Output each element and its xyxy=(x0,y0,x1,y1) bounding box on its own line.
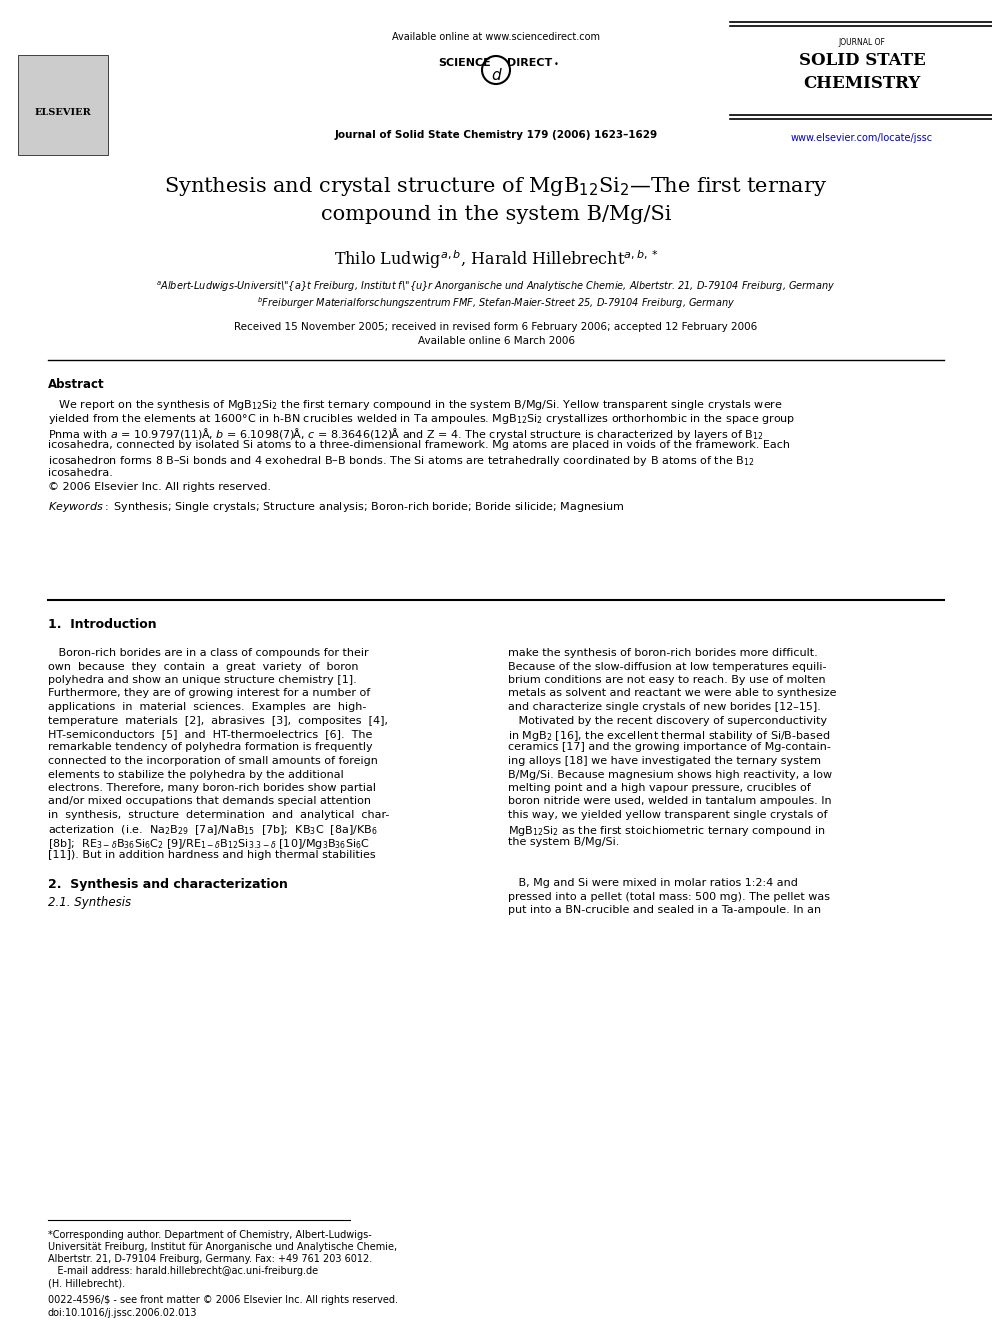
Text: this way, we yielded yellow transparent single crystals of: this way, we yielded yellow transparent … xyxy=(508,810,827,820)
Text: and characterize single crystals of new borides [12–15].: and characterize single crystals of new … xyxy=(508,703,820,712)
Text: elements to stabilize the polyhedra by the additional: elements to stabilize the polyhedra by t… xyxy=(48,770,344,779)
Text: connected to the incorporation of small amounts of foreign: connected to the incorporation of small … xyxy=(48,755,378,766)
Text: Thilo Ludwig$^{a,b}$, Harald Hillebrecht$^{a,b,*}$: Thilo Ludwig$^{a,b}$, Harald Hillebrecht… xyxy=(333,247,659,271)
Text: HT-semiconductors  [5]  and  HT-thermoelectrics  [6].  The: HT-semiconductors [5] and HT-thermoelect… xyxy=(48,729,372,740)
Text: ELSEVIER: ELSEVIER xyxy=(35,108,91,116)
Text: acterization  (i.e.  Na$_2$B$_{29}$  [7a]/NaB$_{15}$  [7b];  KB$_3$C  [8a]/KB$_6: acterization (i.e. Na$_2$B$_{29}$ [7a]/N… xyxy=(48,823,378,837)
Text: SCIENCE: SCIENCE xyxy=(438,58,491,67)
Text: pressed into a pellet (total mass: 500 mg). The pellet was: pressed into a pellet (total mass: 500 m… xyxy=(508,892,830,901)
Text: doi:10.1016/j.jssc.2006.02.013: doi:10.1016/j.jssc.2006.02.013 xyxy=(48,1308,197,1318)
Text: 2.1. Synthesis: 2.1. Synthesis xyxy=(48,896,131,909)
Text: $^b$Freiburger Materialforschungszentrum FMF, Stefan-Maier-Street 25, D-79104 Fr: $^b$Freiburger Materialforschungszentrum… xyxy=(257,295,735,311)
Text: make the synthesis of boron-rich borides more difficult.: make the synthesis of boron-rich borides… xyxy=(508,648,817,658)
Text: $^a$Albert-Ludwigs-Universit\"{a}t Freiburg, Institut f\"{u}r Anorganische und A: $^a$Albert-Ludwigs-Universit\"{a}t Freib… xyxy=(157,280,835,295)
Text: CHEMISTRY: CHEMISTRY xyxy=(804,75,921,93)
Text: brium conditions are not easy to reach. By use of molten: brium conditions are not easy to reach. … xyxy=(508,675,825,685)
Text: Available online at www.sciencedirect.com: Available online at www.sciencedirect.co… xyxy=(392,32,600,42)
Text: own  because  they  contain  a  great  variety  of  boron: own because they contain a great variety… xyxy=(48,662,358,672)
Text: ing alloys [18] we have investigated the ternary system: ing alloys [18] we have investigated the… xyxy=(508,755,821,766)
Text: 2.  Synthesis and characterization: 2. Synthesis and characterization xyxy=(48,878,288,890)
Text: Received 15 November 2005; received in revised form 6 February 2006; accepted 12: Received 15 November 2005; received in r… xyxy=(234,321,758,332)
Text: www.elsevier.com/locate/jssc: www.elsevier.com/locate/jssc xyxy=(791,134,933,143)
Text: Because of the slow-diffusion at low temperatures equili-: Because of the slow-diffusion at low tem… xyxy=(508,662,826,672)
Text: [8b];  RE$_{3-\delta}$B$_{36}$Si$_6$C$_2$ [9]/RE$_{1-\delta}$B$_{12}$Si$_{3.3-\d: [8b]; RE$_{3-\delta}$B$_{36}$Si$_6$C$_2$… xyxy=(48,837,370,851)
Text: Synthesis and crystal structure of MgB$_{12}$Si$_2$—The first ternary: Synthesis and crystal structure of MgB$_… xyxy=(165,175,827,198)
Text: 0022-4596/$ - see front matter © 2006 Elsevier Inc. All rights reserved.: 0022-4596/$ - see front matter © 2006 El… xyxy=(48,1295,398,1304)
Text: © 2006 Elsevier Inc. All rights reserved.: © 2006 Elsevier Inc. All rights reserved… xyxy=(48,482,271,492)
Text: icosahedron forms 8 B–Si bonds and 4 exohedral B–B bonds. The Si atoms are tetra: icosahedron forms 8 B–Si bonds and 4 exo… xyxy=(48,454,754,468)
FancyBboxPatch shape xyxy=(18,56,108,155)
Text: remarkable tendency of polyhedra formation is frequently: remarkable tendency of polyhedra formati… xyxy=(48,742,373,753)
Text: temperature  materials  [2],  abrasives  [3],  composites  [4],: temperature materials [2], abrasives [3]… xyxy=(48,716,388,725)
Text: the system B/Mg/Si.: the system B/Mg/Si. xyxy=(508,837,619,847)
Text: icosahedra.: icosahedra. xyxy=(48,468,113,478)
Text: Universität Freiburg, Institut für Anorganische und Analytische Chemie,: Universität Freiburg, Institut für Anorg… xyxy=(48,1242,397,1252)
Text: boron nitride were used, welded in tantalum ampoules. In: boron nitride were used, welded in tanta… xyxy=(508,796,831,807)
Text: yielded from the elements at 1600°C in h-BN crucibles welded in Ta ampoules. MgB: yielded from the elements at 1600°C in h… xyxy=(48,411,796,426)
Text: put into a BN-crucible and sealed in a Ta-ampoule. In an: put into a BN-crucible and sealed in a T… xyxy=(508,905,821,916)
Text: compound in the system B/Mg/Si: compound in the system B/Mg/Si xyxy=(320,205,672,224)
Text: and/or mixed occupations that demands special attention: and/or mixed occupations that demands sp… xyxy=(48,796,371,807)
Text: E-mail address: harald.hillebrecht@ac.uni-freiburg.de: E-mail address: harald.hillebrecht@ac.un… xyxy=(48,1266,318,1275)
Text: JOURNAL OF: JOURNAL OF xyxy=(838,38,886,48)
Text: in  synthesis,  structure  determination  and  analytical  char-: in synthesis, structure determination an… xyxy=(48,810,390,820)
Text: SOLID STATE: SOLID STATE xyxy=(799,52,926,69)
Text: 1.  Introduction: 1. Introduction xyxy=(48,618,157,631)
Text: d: d xyxy=(491,67,501,83)
Text: B, Mg and Si were mixed in molar ratios 1:2:4 and: B, Mg and Si were mixed in molar ratios … xyxy=(508,878,798,888)
Text: B/Mg/Si. Because magnesium shows high reactivity, a low: B/Mg/Si. Because magnesium shows high re… xyxy=(508,770,832,779)
Text: MgB$_{12}$Si$_2$ as the first stoichiometric ternary compound in: MgB$_{12}$Si$_2$ as the first stoichiome… xyxy=(508,823,825,837)
Text: DIRECT: DIRECT xyxy=(507,58,553,67)
Text: icosahedra, connected by isolated Si atoms to a three-dimensional framework. Mg : icosahedra, connected by isolated Si ato… xyxy=(48,441,790,450)
Text: Boron-rich borides are in a class of compounds for their: Boron-rich borides are in a class of com… xyxy=(48,648,369,658)
Text: Pnma with $a$ = 10.9797(11)Å, $b$ = 6.1098(7)Å, $c$ = 8.3646(12)Å and Z = 4. The: Pnma with $a$ = 10.9797(11)Å, $b$ = 6.10… xyxy=(48,426,764,442)
Text: metals as solvent and reactant we were able to synthesize: metals as solvent and reactant we were a… xyxy=(508,688,836,699)
Text: Motivated by the recent discovery of superconductivity: Motivated by the recent discovery of sup… xyxy=(508,716,827,725)
Text: Abstract: Abstract xyxy=(48,378,104,392)
Text: in MgB$_2$ [16], the excellent thermal stability of Si/B-based: in MgB$_2$ [16], the excellent thermal s… xyxy=(508,729,830,744)
Text: Journal of Solid State Chemistry 179 (2006) 1623–1629: Journal of Solid State Chemistry 179 (20… xyxy=(334,130,658,140)
Text: •: • xyxy=(554,60,558,69)
Text: We report on the synthesis of MgB$_{12}$Si$_2$ the first ternary compound in the: We report on the synthesis of MgB$_{12}$… xyxy=(48,398,783,411)
Text: applications  in  material  sciences.  Examples  are  high-: applications in material sciences. Examp… xyxy=(48,703,366,712)
Text: [11]). But in addition hardness and high thermal stabilities: [11]). But in addition hardness and high… xyxy=(48,851,376,860)
Text: $\it{Keywords:}$ Synthesis; Single crystals; Structure analysis; Boron-rich bori: $\it{Keywords:}$ Synthesis; Single cryst… xyxy=(48,500,625,515)
Text: (H. Hillebrecht).: (H. Hillebrecht). xyxy=(48,1278,125,1289)
Text: *Corresponding author. Department of Chemistry, Albert-Ludwigs-: *Corresponding author. Department of Che… xyxy=(48,1230,372,1240)
Text: polyhedra and show an unique structure chemistry [1].: polyhedra and show an unique structure c… xyxy=(48,675,357,685)
Text: Available online 6 March 2006: Available online 6 March 2006 xyxy=(418,336,574,347)
Text: electrons. Therefore, many boron-rich borides show partial: electrons. Therefore, many boron-rich bo… xyxy=(48,783,376,792)
Text: ceramics [17] and the growing importance of Mg-contain-: ceramics [17] and the growing importance… xyxy=(508,742,831,753)
Text: melting point and a high vapour pressure, crucibles of: melting point and a high vapour pressure… xyxy=(508,783,810,792)
Text: Furthermore, they are of growing interest for a number of: Furthermore, they are of growing interes… xyxy=(48,688,370,699)
Text: Albertstr. 21, D-79104 Freiburg, Germany. Fax: +49 761 203 6012.: Albertstr. 21, D-79104 Freiburg, Germany… xyxy=(48,1254,372,1263)
